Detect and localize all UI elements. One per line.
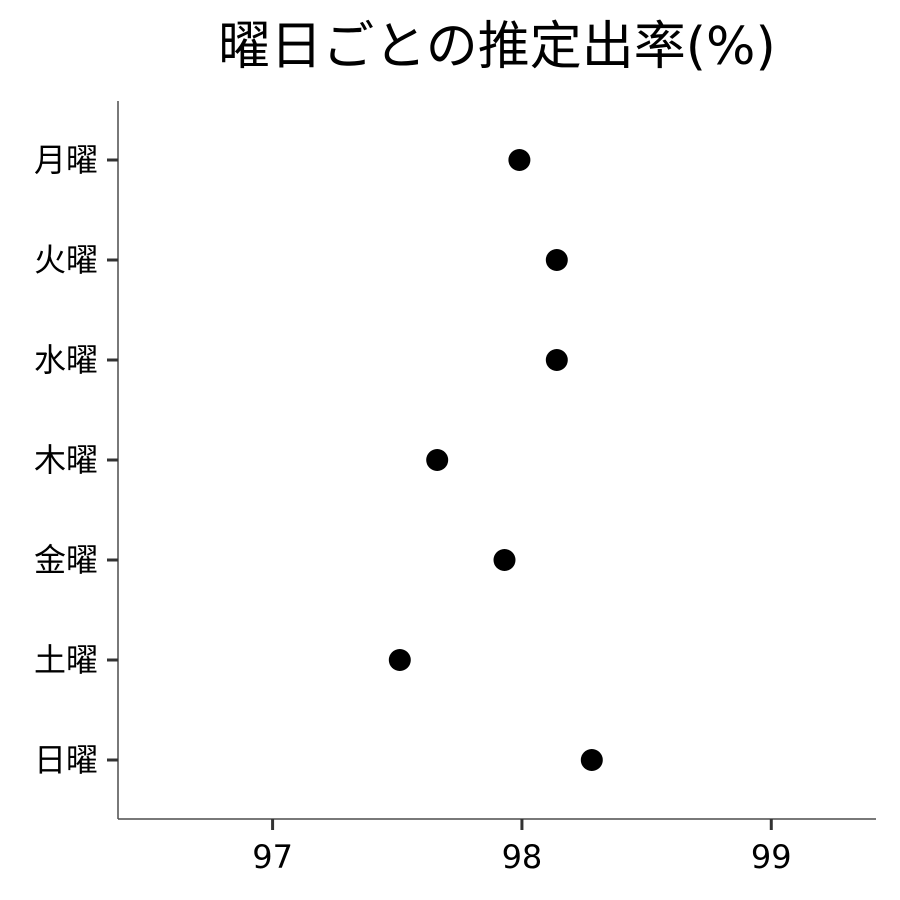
y-tick-label: 土曜 [34, 641, 98, 679]
data-point [545, 249, 568, 271]
data-point [545, 349, 568, 371]
x-axis-ticks: 97 98 99 [252, 819, 792, 876]
data-point [493, 549, 516, 571]
y-tick-label: 火曜 [34, 241, 98, 279]
x-tick-label: 97 [252, 838, 293, 876]
y-tick-label: 水曜 [34, 341, 98, 379]
chart-title: 曜日ごとの推定出率(%) [218, 17, 775, 77]
y-tick-label: 月曜 [34, 141, 98, 179]
data-point [508, 149, 531, 171]
data-point [580, 749, 603, 771]
y-tick-label: 金曜 [34, 541, 98, 579]
y-tick-label: 日曜 [34, 741, 98, 779]
x-tick-label: 99 [751, 838, 792, 876]
data-point [388, 649, 411, 671]
data-points [388, 149, 603, 771]
x-tick-label: 98 [502, 838, 543, 876]
y-tick-label: 木曜 [34, 441, 98, 479]
data-point [426, 449, 449, 471]
